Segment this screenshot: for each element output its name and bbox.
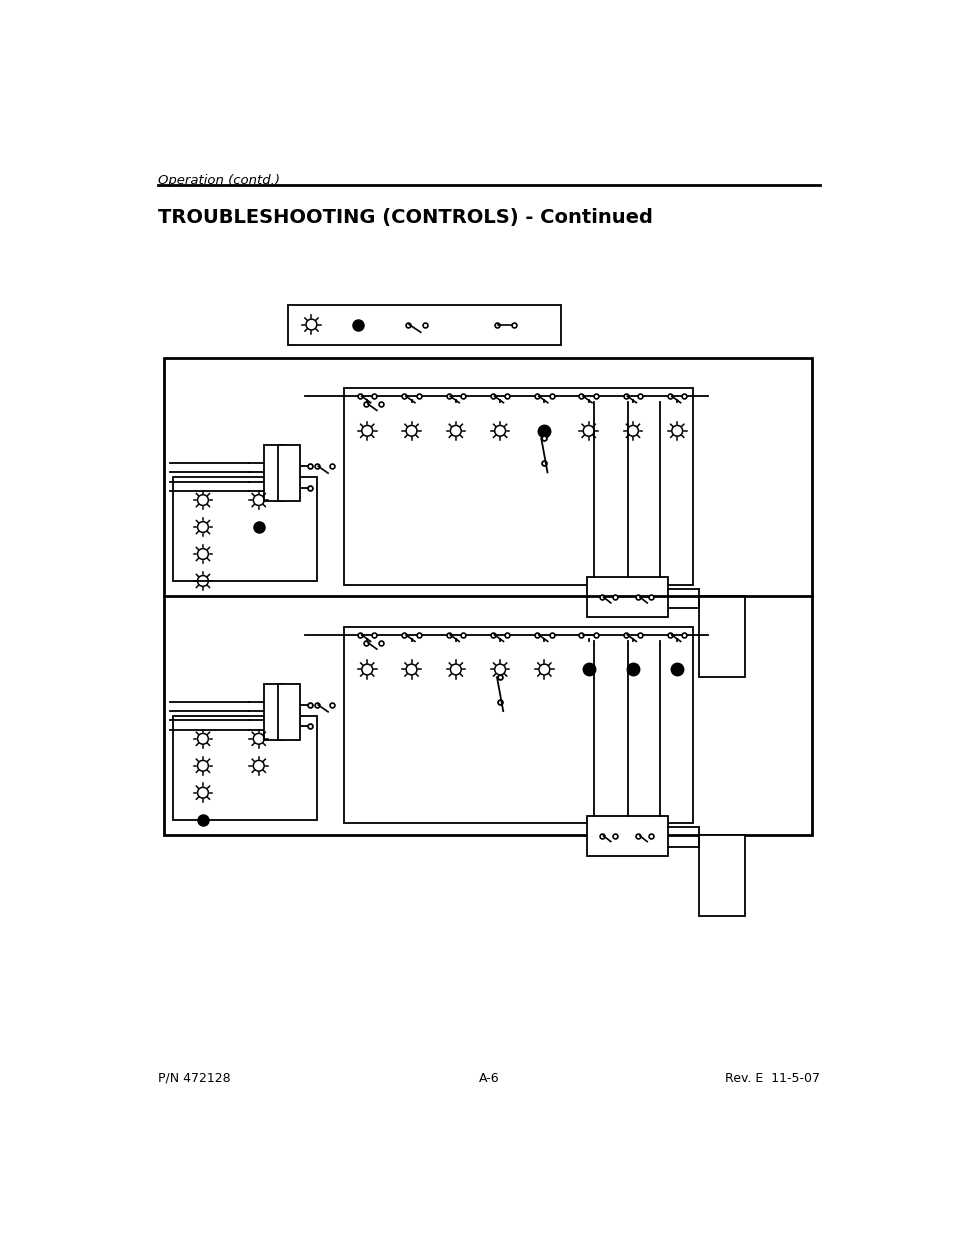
Bar [586, 816, 667, 856]
Bar [277, 446, 300, 501]
Bar [344, 627, 692, 824]
Bar [699, 597, 744, 677]
Text: TROUBLESHOOTING (CONTROLS) - Continued: TROUBLESHOOTING (CONTROLS) - Continued [158, 209, 652, 227]
Bar [264, 446, 284, 501]
Bar [344, 389, 692, 585]
Text: A-6: A-6 [478, 1072, 498, 1084]
Text: Operation (contd.): Operation (contd.) [158, 174, 280, 186]
Text: P/N 472128: P/N 472128 [158, 1072, 231, 1084]
Bar [173, 477, 316, 580]
Bar [173, 716, 316, 820]
Bar [586, 577, 667, 618]
Bar [164, 358, 811, 835]
Bar [288, 305, 560, 345]
Bar [699, 835, 744, 916]
Bar [264, 684, 284, 740]
Text: Rev. E  11-5-07: Rev. E 11-5-07 [724, 1072, 819, 1084]
Bar [277, 684, 300, 740]
